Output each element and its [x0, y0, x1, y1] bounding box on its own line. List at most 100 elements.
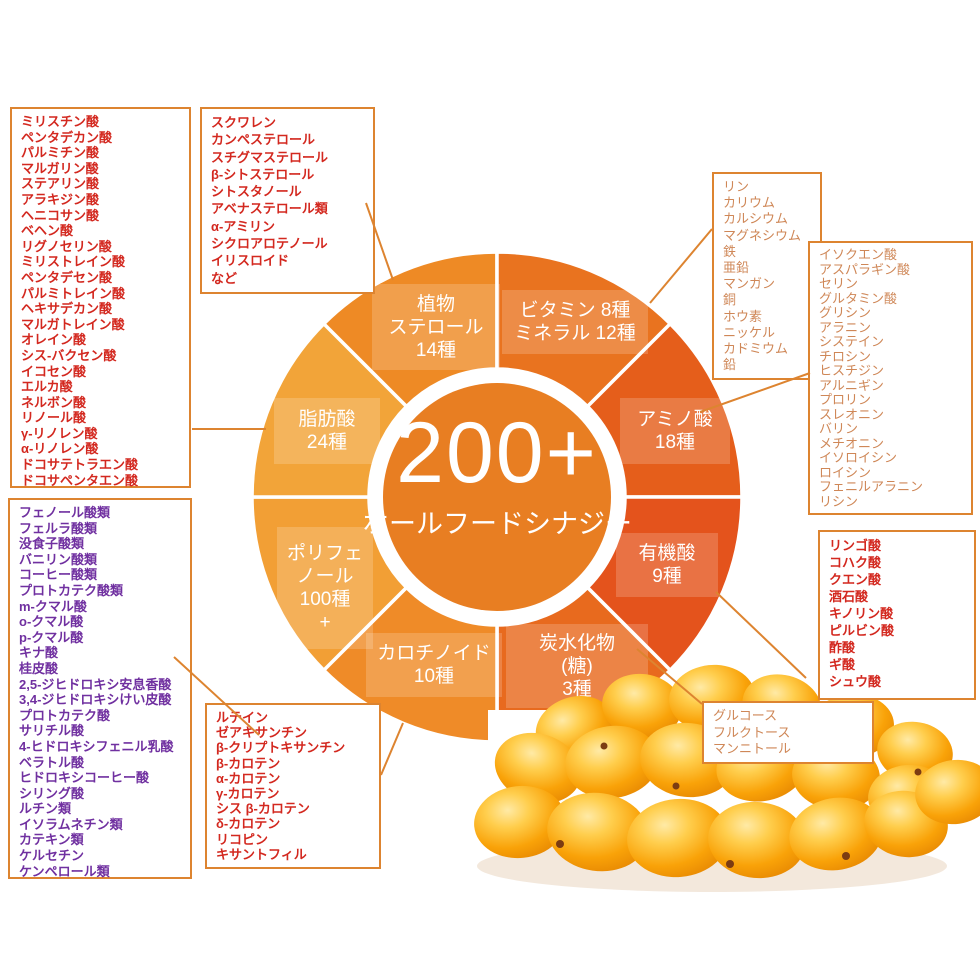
carotenoids-list-box: ルテイン ゼアキサンチン β-クリプトキサンチン β-カロテン α-カロテン γ-カロテン…: [205, 703, 381, 869]
list-item: アラキジン酸: [21, 191, 100, 207]
list-item: δ-カロテン: [216, 816, 281, 832]
wheel-label-vitamins-minerals: ビタミン 8種 ミネラル 12種: [502, 290, 648, 354]
berry: [474, 785, 566, 859]
list-item: ギ酸: [829, 657, 856, 672]
list-item: マルガトレイン酸: [21, 316, 125, 332]
berry: [868, 764, 948, 828]
list-item: 鉄: [723, 243, 737, 259]
list-item: エルカ酸: [21, 379, 73, 395]
list-item: リコピン: [216, 831, 269, 847]
list-item: 没食子酸類: [19, 536, 85, 552]
berry: [789, 797, 883, 871]
list-item: キナ酸: [19, 645, 59, 661]
list-item: シトスタノール: [211, 184, 302, 200]
list-item: フルクトース: [713, 724, 791, 740]
list-item: o-クマル酸: [19, 614, 84, 630]
list-item: パルミトレイン酸: [21, 285, 126, 301]
list-item: カテキン類: [19, 832, 84, 848]
list-item: カドミウム: [723, 341, 789, 357]
list-item: マルガリン酸: [21, 160, 99, 176]
list-item: シス β-カロテン: [216, 801, 310, 817]
list-item: 桂皮酸: [19, 660, 59, 676]
connector-carotenoids: [380, 722, 404, 776]
list-item: カリウム: [723, 195, 776, 211]
list-item: シュウ酸: [829, 674, 882, 689]
list-item: リシン: [819, 493, 859, 509]
list-item: 4-ヒドロキシフェニル乳酸: [19, 738, 174, 754]
berry-pile-shadow: [477, 840, 947, 892]
list-item: 3,4-ジヒドロキシけい皮酸: [19, 692, 172, 708]
list-item: β-クリプトキサンチン: [216, 740, 346, 756]
list-item: ケルセチン: [19, 848, 85, 864]
list-item: ルチン類: [19, 801, 72, 817]
list-item: セリン: [819, 276, 859, 291]
list-item: など: [211, 270, 238, 286]
list-item: バリン: [819, 421, 859, 436]
list-item: プロリン: [819, 392, 872, 407]
fatty-acids-list-box: ミリスチン酸 ペンタデカン酸 パルミチン酸 マルガリン酸 ステアリン酸 アラキジン酸 ヘニコ…: [10, 107, 191, 488]
list-item: β-カロテン: [216, 755, 281, 771]
list-item: ペンタデセン酸: [21, 269, 113, 285]
berry-calyx: [842, 852, 850, 860]
wheel-label-amino-acids: アミノ酸 18種: [620, 398, 730, 464]
list-item: β-シトステロール: [211, 166, 315, 182]
berry: [708, 801, 806, 879]
list-item: カンペステロール: [211, 132, 316, 148]
list-item: ネルボン酸: [21, 394, 87, 410]
wheel-label-fatty-acids: 脂肪酸 24種: [274, 398, 380, 464]
list-item: グルタミン酸: [819, 290, 898, 306]
list-item: シリング酸: [19, 785, 85, 801]
list-item: マンガン: [723, 276, 776, 292]
list-item: イソラムネチン類: [19, 816, 123, 832]
berry-calyx: [672, 782, 680, 790]
list-item: アベナステロール類: [211, 201, 328, 217]
list-item: リン: [723, 179, 750, 194]
list-item: チロシン: [819, 348, 872, 364]
list-item: ヘニコサン酸: [21, 207, 100, 223]
list-item: ミリストレイン酸: [21, 254, 126, 270]
list-item: パルミチン酸: [21, 145, 100, 161]
list-item: α-カロテン: [216, 770, 281, 786]
berry: [877, 721, 953, 783]
berry: [915, 759, 980, 825]
berry: [565, 725, 659, 799]
list-item: ゼアキサンチン: [216, 725, 308, 741]
list-item: プロトカテク酸: [19, 707, 111, 723]
berry: [627, 798, 729, 878]
list-item: ロイシン: [819, 464, 872, 480]
list-item: サリチル酸: [19, 723, 85, 739]
berry-calyx: [726, 860, 734, 868]
list-item: ケンペロール類: [19, 863, 110, 879]
amino-acids-list-box: イソクエン酸 アスパラギン酸 セリン グルタミン酸 グリシン アラニン システイン チロシンヒ…: [808, 241, 973, 515]
sugars-list-box: グルコース フルクトース マンニトール: [702, 701, 874, 764]
wheel-label-carbohydrates: 炭水化物 (糖) 3種: [506, 624, 648, 708]
list-item: キサントフィル: [216, 846, 307, 862]
list-item: フェニルアラニン: [819, 479, 924, 494]
list-item: ベヘン酸: [21, 223, 74, 239]
organic-acids-list-box: リンゴ酸 コハク酸 クエン酸 酒石酸 キノリン酸 ピルビン酸 酢酸 ギ酸 シュウ酸: [818, 530, 976, 700]
list-item: キノリン酸: [829, 606, 894, 621]
list-item: コハク酸: [829, 555, 882, 570]
berry-calyx: [600, 742, 608, 750]
wheel-label-plant-sterols: 植物 ステロール 14種: [372, 284, 500, 370]
list-item: スクワレン: [211, 115, 277, 130]
list-item: シス-バクセン酸: [21, 347, 117, 363]
list-item: コーヒー酸類: [19, 567, 98, 583]
list-item: メチオニン: [819, 435, 885, 451]
berry: [494, 732, 582, 804]
center-subtitle: ホールフードシナジー: [362, 509, 632, 539]
list-item: スチグマステロール: [211, 149, 329, 165]
list-item: マンニトール: [713, 741, 792, 756]
list-item: イソクエン酸: [819, 247, 898, 262]
list-item: γ-カロテン: [216, 786, 280, 802]
list-item: イコセン酸: [21, 363, 87, 379]
list-item: イリスロイド: [211, 253, 290, 269]
list-item: リンゴ酸: [829, 538, 882, 553]
connector-organic-acids: [715, 591, 807, 679]
list-item: バニリン酸類: [19, 551, 98, 567]
list-item: ピルビン酸: [829, 623, 895, 638]
list-item: シクロアロテノール: [211, 236, 328, 252]
list-item: ルテイン: [216, 710, 269, 725]
wheel-label-polyphenols: ポリフェ ノール 100種 +: [277, 527, 373, 649]
